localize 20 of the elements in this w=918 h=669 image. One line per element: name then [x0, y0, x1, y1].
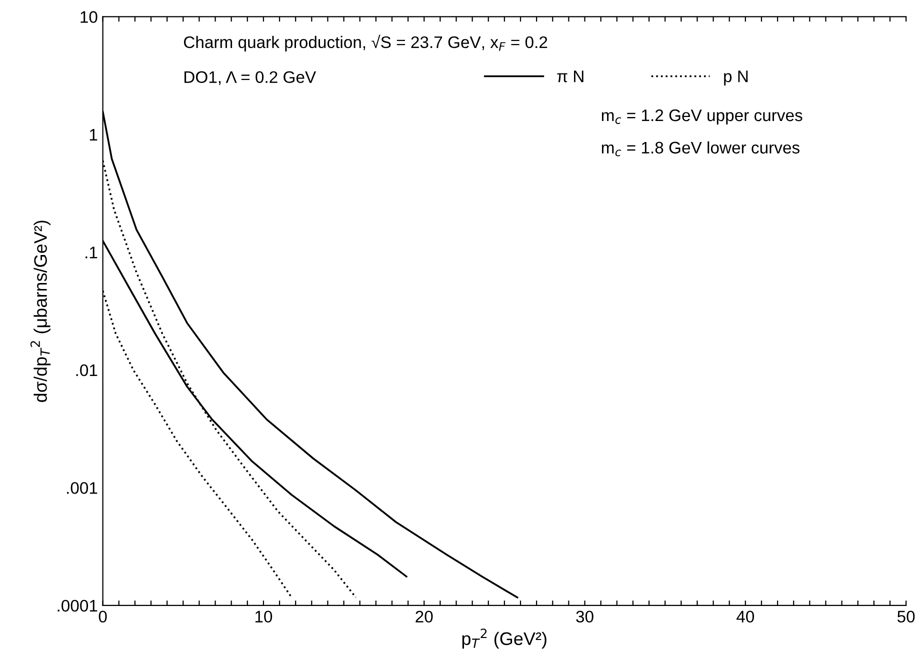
x-tick-label: 20: [416, 610, 433, 623]
annotation: DO1, Λ = 0.2 GeV: [184, 71, 316, 85]
x-axis-title: p$_{T}$$^{2}$ (GeV²): [462, 628, 546, 649]
x-tick-label: 50: [897, 610, 915, 623]
x-tick-label: 0: [98, 610, 107, 623]
annotation: m$_{c}$ = 1.8 GeV lower curves: [602, 141, 800, 156]
y-tick-label: .001: [67, 482, 98, 494]
y-tick-label: 1: [90, 129, 98, 141]
legend-label: p N: [724, 70, 748, 86]
y-tick-label: .1: [86, 246, 98, 258]
annotation: m$_{c}$ = 1.2 GeV upper curves: [602, 109, 802, 125]
y-tick-label: .0001: [58, 600, 98, 612]
x-tick-label: 10: [255, 610, 272, 623]
y-tick-label: 10: [80, 11, 98, 23]
legend-label: π N: [557, 70, 584, 82]
y-tick-label: .01: [76, 364, 98, 376]
y-axis-title: dσ/dp$_{T}$$^{2}$ (μbarns/GeV²): [30, 220, 51, 402]
x-tick-label: 30: [576, 610, 594, 623]
x-tick-label: 40: [736, 610, 754, 623]
annotation: Charm quark production, √S = 23.7 GeV, x$_{F}$ = 0.2: [184, 34, 548, 52]
